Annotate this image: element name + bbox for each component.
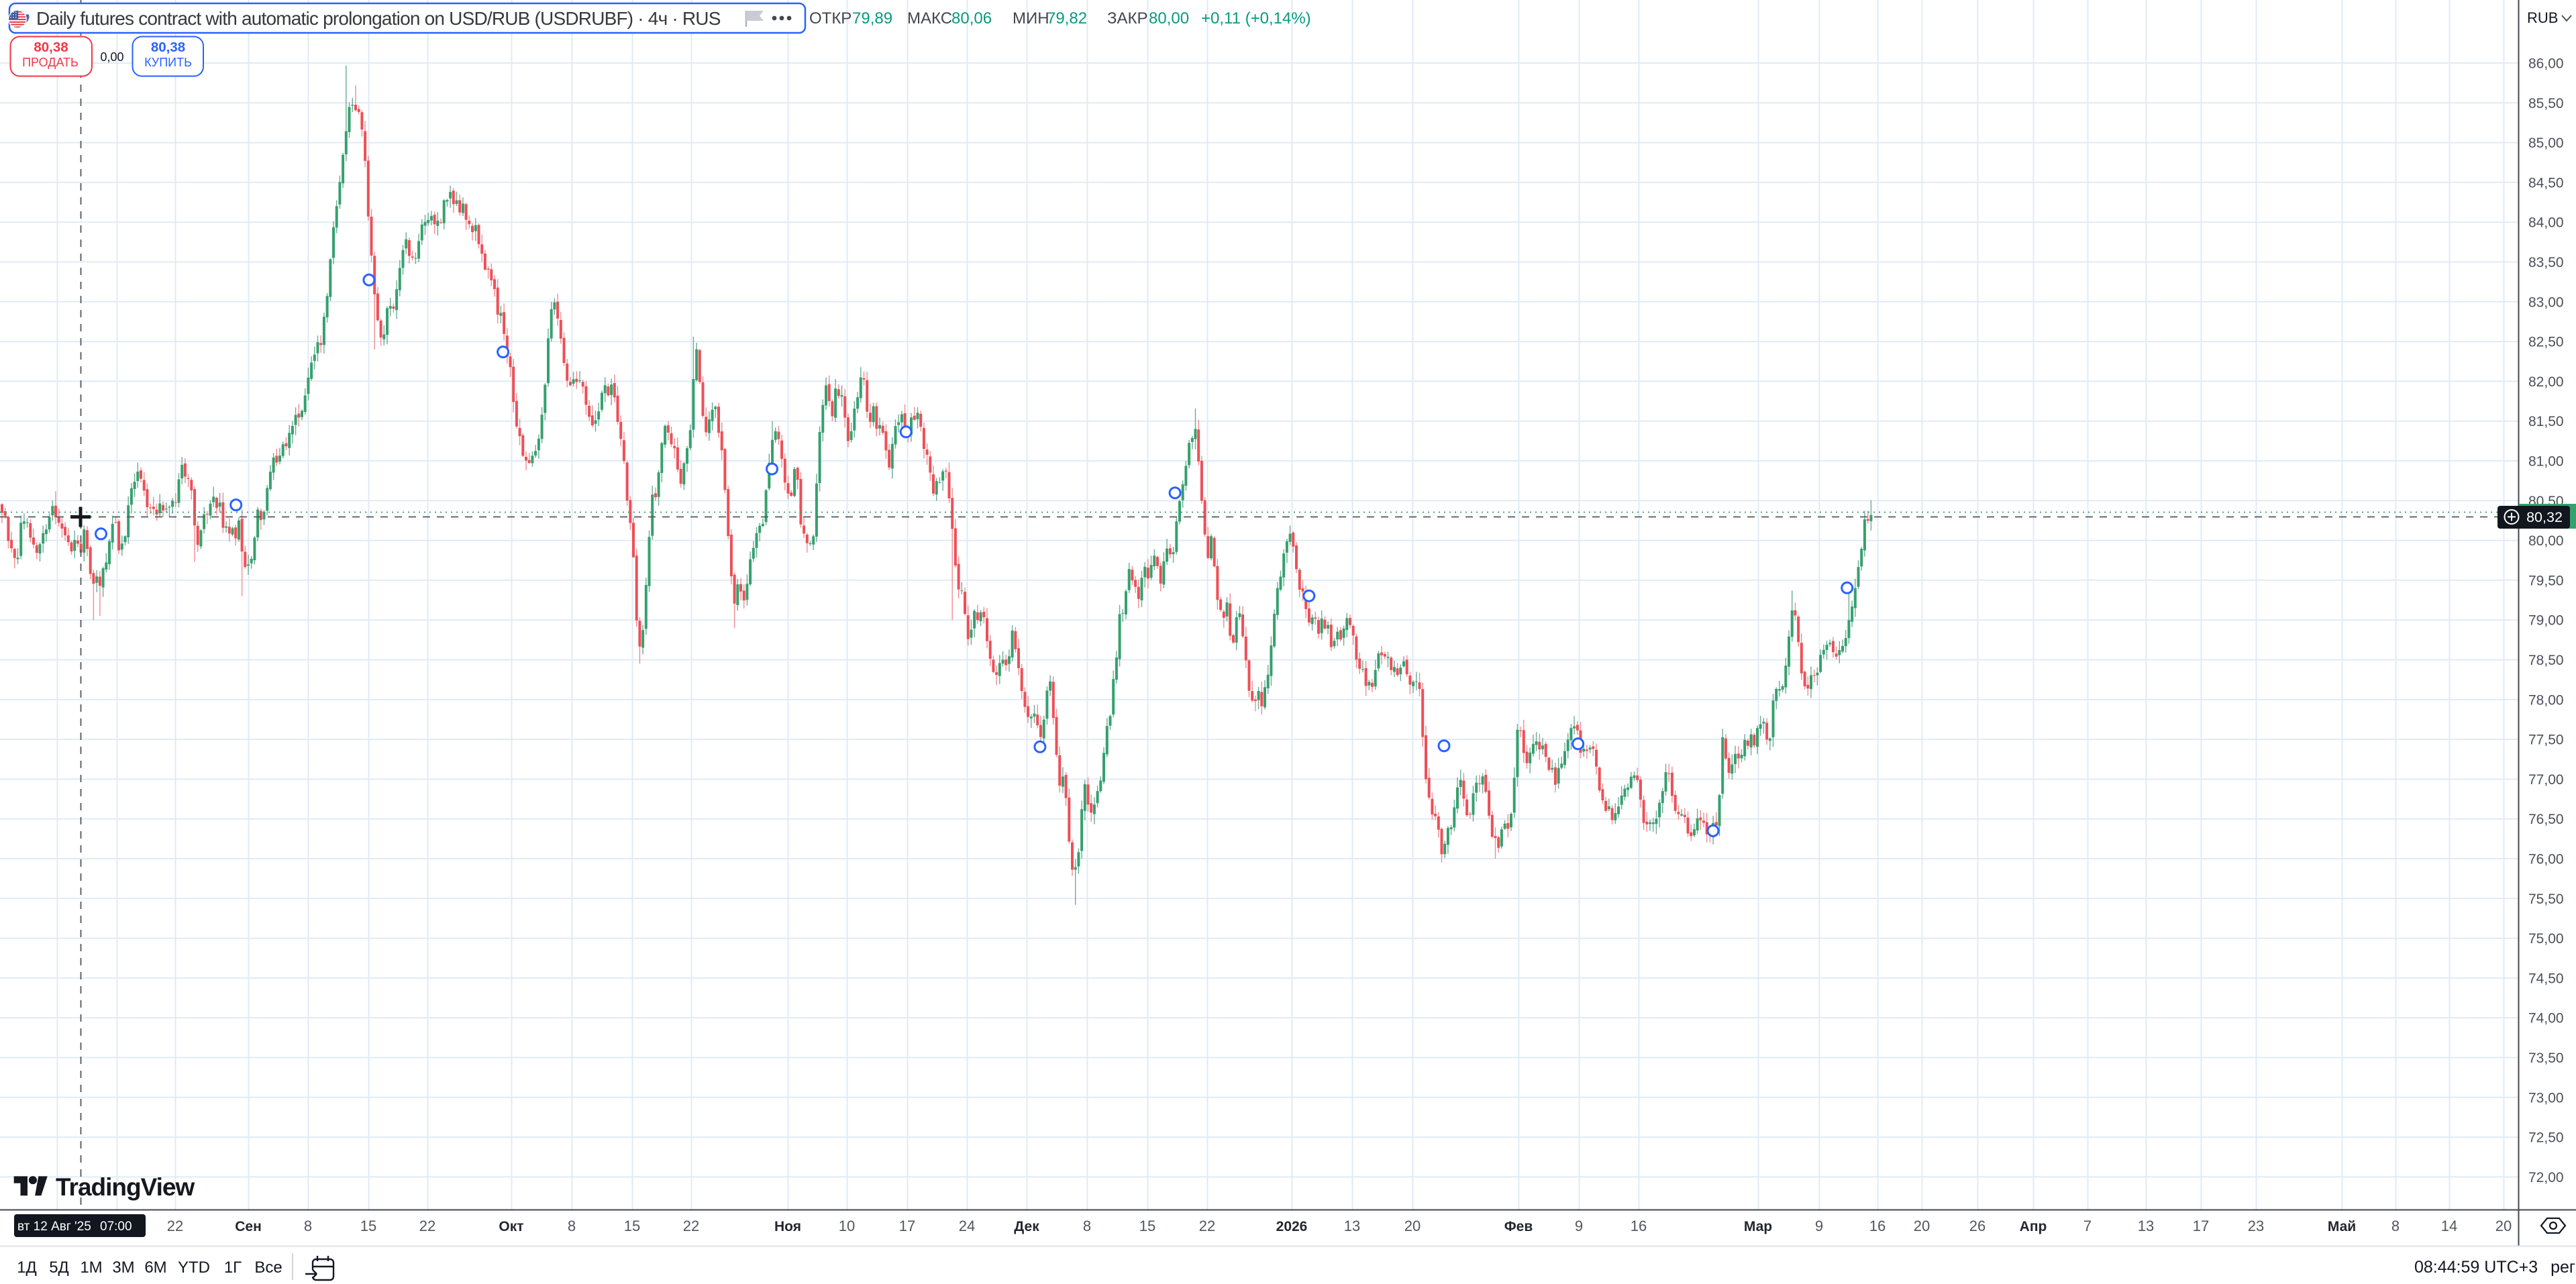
svg-text:85,00: 85,00 bbox=[2528, 136, 2564, 151]
svg-text:YTD: YTD bbox=[178, 1259, 210, 1277]
svg-text:9: 9 bbox=[1815, 1218, 1823, 1234]
svg-text:86,00: 86,00 bbox=[2528, 56, 2564, 72]
svg-text:Все: Все bbox=[254, 1259, 282, 1277]
svg-text:80,06: 80,06 bbox=[951, 9, 992, 28]
svg-text:1Г: 1Г bbox=[224, 1259, 242, 1277]
svg-text:Окт: Окт bbox=[499, 1219, 523, 1234]
svg-text:72,50: 72,50 bbox=[2528, 1130, 2564, 1146]
svg-text:24: 24 bbox=[959, 1218, 975, 1234]
svg-text:26: 26 bbox=[1969, 1218, 1986, 1234]
svg-text:TradingView: TradingView bbox=[56, 1173, 195, 1201]
svg-text:17: 17 bbox=[2193, 1218, 2209, 1234]
svg-text:82,50: 82,50 bbox=[2528, 335, 2564, 350]
svg-text:КУПИТЬ: КУПИТЬ bbox=[144, 56, 192, 69]
svg-text:13: 13 bbox=[1344, 1218, 1360, 1234]
svg-text:RUB: RUB bbox=[2527, 9, 2558, 26]
svg-text:15: 15 bbox=[624, 1218, 640, 1234]
svg-text:16: 16 bbox=[1631, 1218, 1647, 1234]
svg-text:79,00: 79,00 bbox=[2528, 613, 2564, 629]
svg-text:75,00: 75,00 bbox=[2528, 931, 2564, 947]
svg-text:83,50: 83,50 bbox=[2528, 255, 2564, 270]
svg-text:72,00: 72,00 bbox=[2528, 1170, 2564, 1185]
svg-text:85,50: 85,50 bbox=[2528, 96, 2564, 111]
svg-text:Май: Май bbox=[2328, 1219, 2356, 1234]
svg-text:Мар: Мар bbox=[1744, 1219, 1772, 1234]
svg-text:8: 8 bbox=[568, 1218, 576, 1234]
svg-text:Ноя: Ноя bbox=[774, 1219, 801, 1234]
svg-text:15: 15 bbox=[360, 1218, 376, 1234]
svg-text:9: 9 bbox=[1575, 1218, 1583, 1234]
svg-text:80,00: 80,00 bbox=[1149, 9, 1189, 28]
svg-text:80,00: 80,00 bbox=[2528, 533, 2564, 549]
svg-text:8: 8 bbox=[304, 1218, 312, 1234]
svg-text:80,38: 80,38 bbox=[34, 40, 68, 55]
svg-text:МИН: МИН bbox=[1013, 9, 1049, 28]
svg-text:81,00: 81,00 bbox=[2528, 454, 2564, 470]
svg-text:78,50: 78,50 bbox=[2528, 653, 2564, 668]
svg-text:Сен: Сен bbox=[235, 1219, 262, 1234]
svg-text:81,50: 81,50 bbox=[2528, 414, 2564, 429]
svg-text:17: 17 bbox=[899, 1218, 915, 1234]
svg-text:14: 14 bbox=[2441, 1218, 2457, 1234]
svg-text:2026: 2026 bbox=[1276, 1219, 1308, 1234]
svg-text:74,50: 74,50 bbox=[2528, 971, 2564, 986]
svg-text:82,00: 82,00 bbox=[2528, 374, 2564, 390]
svg-text:5Д: 5Д bbox=[49, 1259, 69, 1277]
svg-text:23: 23 bbox=[2248, 1218, 2264, 1234]
svg-text:Daily futures contract with au: Daily futures contract with automatic pr… bbox=[36, 8, 721, 29]
svg-text:1М: 1М bbox=[80, 1259, 102, 1277]
svg-text:76,00: 76,00 bbox=[2528, 852, 2564, 867]
svg-text:Апр: Апр bbox=[2020, 1219, 2047, 1234]
svg-text:79,89: 79,89 bbox=[852, 9, 892, 28]
svg-text:07:00: 07:00 bbox=[100, 1220, 132, 1234]
svg-text:10: 10 bbox=[839, 1218, 855, 1234]
svg-text:Фев: Фев bbox=[1504, 1219, 1533, 1234]
svg-text:Дек: Дек bbox=[1014, 1219, 1039, 1234]
svg-text:13: 13 bbox=[2138, 1218, 2154, 1234]
svg-text:76,50: 76,50 bbox=[2528, 812, 2564, 827]
svg-text:83,00: 83,00 bbox=[2528, 295, 2564, 310]
svg-text:22: 22 bbox=[683, 1218, 699, 1234]
svg-text:22: 22 bbox=[167, 1218, 183, 1234]
svg-text:3М: 3М bbox=[112, 1259, 134, 1277]
svg-text:73,00: 73,00 bbox=[2528, 1090, 2564, 1106]
svg-text:74,00: 74,00 bbox=[2528, 1011, 2564, 1026]
svg-text:15: 15 bbox=[1139, 1218, 1155, 1234]
svg-text:80,32: 80,32 bbox=[2526, 509, 2563, 525]
svg-text:80,38: 80,38 bbox=[151, 40, 185, 55]
svg-text:73,50: 73,50 bbox=[2528, 1051, 2564, 1066]
svg-text:6М: 6М bbox=[144, 1259, 166, 1277]
svg-text:22: 22 bbox=[419, 1218, 435, 1234]
svg-text:84,00: 84,00 bbox=[2528, 215, 2564, 231]
svg-text:16: 16 bbox=[1869, 1218, 1886, 1234]
svg-text:22: 22 bbox=[1199, 1218, 1215, 1234]
svg-text:77,00: 77,00 bbox=[2528, 772, 2564, 788]
svg-text:77,50: 77,50 bbox=[2528, 733, 2564, 748]
svg-text:7: 7 bbox=[2083, 1218, 2092, 1234]
svg-text:МАКС: МАКС bbox=[907, 9, 952, 28]
svg-text:0,00: 0,00 bbox=[100, 50, 123, 64]
svg-text:08:44:59 UTC+3: 08:44:59 UTC+3 bbox=[2414, 1258, 2538, 1277]
svg-text:ПРОДАТЬ: ПРОДАТЬ bbox=[22, 56, 79, 69]
svg-text:75,50: 75,50 bbox=[2528, 892, 2564, 907]
svg-text:рег: рег bbox=[2551, 1258, 2575, 1277]
svg-text:ОТКР: ОТКР bbox=[809, 9, 852, 28]
svg-text:ЗАКР: ЗАКР bbox=[1107, 9, 1148, 28]
svg-text:20: 20 bbox=[1404, 1218, 1421, 1234]
svg-text:78,00: 78,00 bbox=[2528, 692, 2564, 708]
svg-text:вт 12 Авг '25: вт 12 Авг '25 bbox=[17, 1220, 91, 1234]
svg-text:79,82: 79,82 bbox=[1047, 9, 1087, 28]
svg-text:79,50: 79,50 bbox=[2528, 573, 2564, 588]
svg-text:20: 20 bbox=[2495, 1218, 2512, 1234]
svg-text:+0,11 (+0,14%): +0,11 (+0,14%) bbox=[1201, 9, 1311, 28]
svg-text:84,50: 84,50 bbox=[2528, 175, 2564, 191]
svg-text:1Д: 1Д bbox=[17, 1259, 37, 1277]
svg-text:20: 20 bbox=[1914, 1218, 1930, 1234]
svg-text:8: 8 bbox=[2391, 1218, 2400, 1234]
svg-text:8: 8 bbox=[1083, 1218, 1091, 1234]
